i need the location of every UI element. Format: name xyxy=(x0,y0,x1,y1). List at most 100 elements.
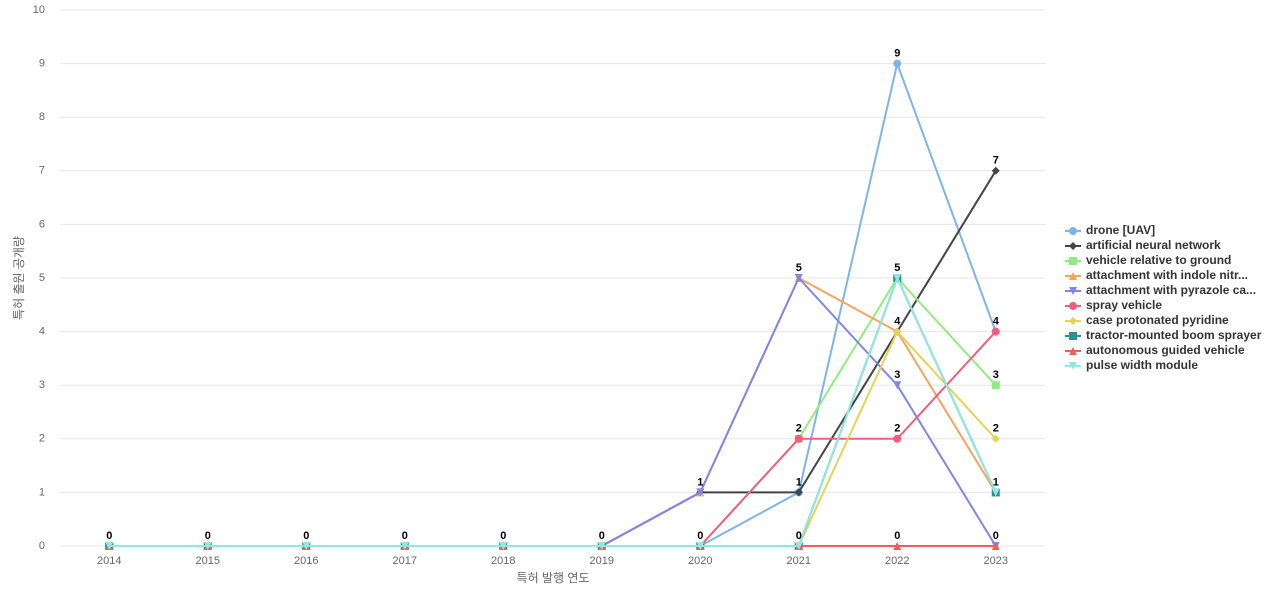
data-label: 0 xyxy=(402,530,408,542)
series xyxy=(105,59,1000,550)
data-label: 3 xyxy=(993,369,999,381)
legend-label: drone [UAV] xyxy=(1086,223,1155,237)
point xyxy=(794,542,803,550)
point xyxy=(794,488,803,497)
point xyxy=(794,434,803,443)
x-tick-label: 2020 xyxy=(688,555,712,567)
data-label: 5 xyxy=(796,262,802,274)
data-label: 2 xyxy=(993,423,999,435)
x-tick-label: 2022 xyxy=(885,555,909,567)
series-line xyxy=(109,275,997,547)
x-tick-label: 2023 xyxy=(984,555,1008,567)
legend-label: attachment with indole nitr... xyxy=(1086,268,1248,282)
series-line xyxy=(109,276,997,547)
y-tick-label: 10 xyxy=(33,4,45,16)
point xyxy=(991,166,1000,175)
series-line xyxy=(109,276,997,547)
data-label: 5 xyxy=(894,262,900,274)
legend-label: tractor-mounted boom sprayer xyxy=(1086,328,1262,342)
point xyxy=(991,327,1000,336)
data-label: 9 xyxy=(894,48,900,60)
data-label: 0 xyxy=(303,530,309,542)
point xyxy=(302,542,311,550)
legend-label: attachment with pyrazole ca... xyxy=(1086,283,1256,297)
point xyxy=(203,542,212,550)
point xyxy=(991,434,1000,443)
series-line xyxy=(109,170,997,547)
point xyxy=(893,542,902,550)
point xyxy=(400,542,409,550)
legend-symbol xyxy=(1069,302,1077,310)
legend-symbol xyxy=(1069,242,1077,250)
y-tick-label: 3 xyxy=(39,379,45,391)
data-label: 0 xyxy=(993,530,999,542)
point xyxy=(893,327,902,336)
point xyxy=(893,59,902,68)
y-axis-label: 특허 출원 공개량 xyxy=(12,236,26,320)
data-label: 1 xyxy=(796,476,802,488)
legend-label: autonomous guided vehicle xyxy=(1086,343,1245,357)
point xyxy=(105,542,114,550)
point xyxy=(893,434,902,443)
point xyxy=(991,381,1000,390)
series-line xyxy=(109,276,997,547)
data-label: 0 xyxy=(894,530,900,542)
legend-label: spray vehicle xyxy=(1086,298,1162,312)
data-label: 2 xyxy=(894,423,900,435)
point xyxy=(991,488,1000,497)
data-label: 7 xyxy=(993,155,999,167)
point xyxy=(794,274,803,282)
y-tick-label: 0 xyxy=(39,540,45,552)
data-label: 4 xyxy=(894,316,901,328)
legend-symbol xyxy=(1069,332,1077,340)
data-label: 3 xyxy=(894,369,900,381)
legend-symbol xyxy=(1069,257,1077,265)
point xyxy=(597,542,606,550)
series xyxy=(105,274,1000,550)
data-label: 0 xyxy=(599,530,605,542)
point xyxy=(696,488,705,497)
legend-symbol xyxy=(1069,287,1077,295)
point xyxy=(696,542,705,550)
y-tick-label: 2 xyxy=(39,433,45,445)
legend-symbol xyxy=(1069,227,1077,235)
point xyxy=(893,381,902,390)
data-label: 2 xyxy=(796,423,802,435)
point xyxy=(991,542,1000,550)
data-label: 0 xyxy=(500,530,506,542)
x-axis-label: 특허 발행 연도 xyxy=(517,570,590,585)
y-tick-label: 8 xyxy=(39,111,45,123)
x-tick-label: 2017 xyxy=(393,555,417,567)
series-line xyxy=(109,60,997,547)
x-tick-label: 2018 xyxy=(491,555,515,567)
data-label: 0 xyxy=(106,530,112,542)
series-line xyxy=(109,275,997,547)
legend-label: artificial neural network xyxy=(1086,238,1221,252)
legend-label: pulse width module xyxy=(1086,358,1198,372)
legend-symbol xyxy=(1069,362,1077,370)
x-tick-label: 2021 xyxy=(787,555,811,567)
y-tick-label: 5 xyxy=(39,272,45,284)
y-tick-label: 9 xyxy=(39,58,45,70)
data-label: 1 xyxy=(697,476,703,488)
series xyxy=(105,274,1000,550)
data-label: 4 xyxy=(993,316,1000,328)
legend-symbol xyxy=(1069,317,1077,325)
x-tick-label: 2015 xyxy=(196,555,220,567)
data-label: 1 xyxy=(993,476,999,488)
y-tick-label: 1 xyxy=(39,486,45,498)
y-tick-label: 4 xyxy=(39,326,45,338)
legend-symbol xyxy=(1069,347,1077,355)
data-label: 0 xyxy=(697,530,703,542)
point xyxy=(893,274,902,282)
data-label: 0 xyxy=(796,530,802,542)
x-tick-label: 2016 xyxy=(294,555,318,567)
y-tick-label: 7 xyxy=(39,165,45,177)
data-label: 0 xyxy=(205,530,211,542)
y-tick-label: 6 xyxy=(39,218,45,230)
legend-label: vehicle relative to ground xyxy=(1086,253,1231,267)
x-tick-label: 2019 xyxy=(590,555,614,567)
legend-label: case protonated pyridine xyxy=(1086,313,1229,327)
legend-symbol xyxy=(1069,272,1077,280)
